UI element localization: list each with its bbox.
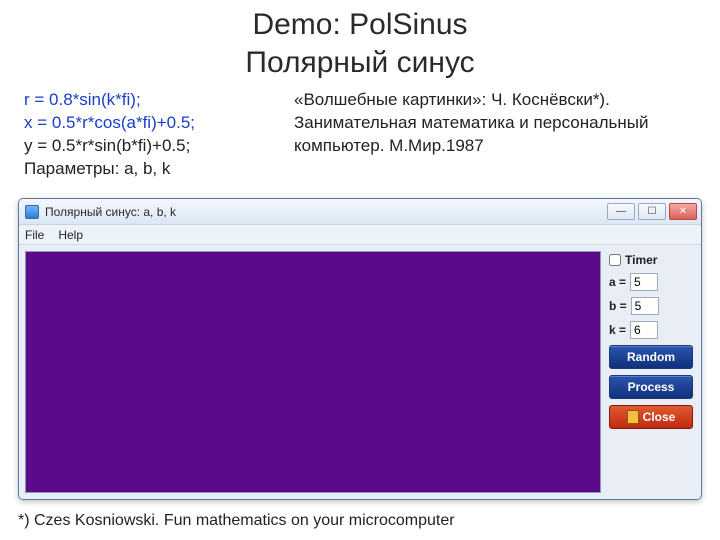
param-b-row: b = (609, 297, 693, 315)
param-b-label: b = (609, 299, 627, 313)
info-row: r = 0.8*sin(k*fi); x = 0.5*r*cos(a*fi)+0… (0, 81, 720, 181)
formulas-block: r = 0.8*sin(k*fi); x = 0.5*r*cos(a*fi)+0… (24, 89, 274, 181)
window-controls: — ☐ ✕ (607, 203, 697, 220)
app-body: Timer a = b = k = Random Process (19, 245, 701, 499)
app-icon (25, 205, 39, 219)
process-button[interactable]: Process (609, 375, 693, 399)
maximize-button[interactable]: ☐ (638, 203, 666, 220)
side-panel: Timer a = b = k = Random Process (607, 251, 695, 493)
title-line-1: Demo: PolSinus (0, 6, 720, 44)
window-close-button[interactable]: ✕ (669, 203, 697, 220)
close-button-label: Close (643, 410, 676, 424)
minimize-button[interactable]: — (607, 203, 635, 220)
slide-title: Demo: PolSinus Полярный синус (0, 0, 720, 81)
close-icon: ✕ (679, 206, 687, 217)
menubar: File Help (19, 225, 701, 245)
formula-params: Параметры: a, b, k (24, 158, 274, 181)
titlebar[interactable]: Полярный синус: a, b, k — ☐ ✕ (19, 199, 701, 225)
formula-x: x = 0.5*r*cos(a*fi)+0.5; (24, 112, 274, 135)
param-a-input[interactable] (630, 273, 658, 291)
param-b-input[interactable] (631, 297, 659, 315)
minimize-icon: — (616, 206, 626, 217)
menu-help[interactable]: Help (58, 228, 83, 242)
param-a-label: a = (609, 275, 626, 289)
timer-checkbox[interactable] (609, 254, 621, 266)
menu-file[interactable]: File (25, 228, 44, 242)
timer-row: Timer (609, 253, 693, 267)
footnote: *) Czes Kosniowski. Fun mathematics on y… (18, 512, 455, 530)
close-button[interactable]: Close (609, 405, 693, 429)
title-line-2: Полярный синус (0, 44, 720, 82)
process-button-label: Process (628, 380, 675, 394)
window-title: Полярный синус: a, b, k (45, 205, 607, 219)
param-k-row: k = (609, 321, 693, 339)
formula-r: r = 0.8*sin(k*fi); (24, 89, 274, 112)
citation-text: «Волшебные картинки»: Ч. Коснёвски*). За… (294, 89, 696, 181)
maximize-icon: ☐ (648, 206, 657, 217)
app-window: Полярный синус: a, b, k — ☐ ✕ File Help … (18, 198, 702, 500)
param-k-label: k = (609, 323, 626, 337)
param-a-row: a = (609, 273, 693, 291)
formula-y: y = 0.5*r*sin(b*fi)+0.5; (24, 135, 274, 158)
door-icon (627, 410, 639, 424)
timer-label: Timer (625, 253, 657, 267)
random-button-label: Random (627, 350, 675, 364)
random-button[interactable]: Random (609, 345, 693, 369)
param-k-input[interactable] (630, 321, 658, 339)
drawing-canvas (25, 251, 601, 493)
